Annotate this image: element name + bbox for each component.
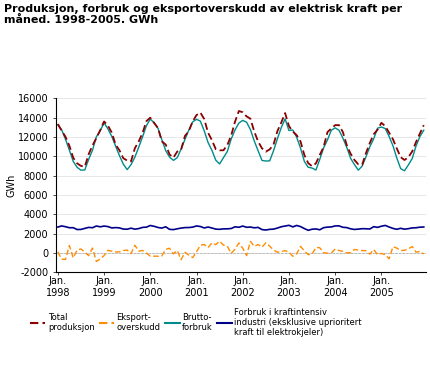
Y-axis label: GWh: GWh bbox=[6, 174, 16, 197]
Text: Produksjon, forbruk og eksportoverskudd av elektrisk kraft per
måned. 1998-2005.: Produksjon, forbruk og eksportoverskudd … bbox=[4, 4, 402, 25]
Legend: Total
produksjon, Eksport-
overskudd, Brutto-
forbruk, Forbruk i kraftintensiv
i: Total produksjon, Eksport- overskudd, Br… bbox=[31, 308, 362, 338]
